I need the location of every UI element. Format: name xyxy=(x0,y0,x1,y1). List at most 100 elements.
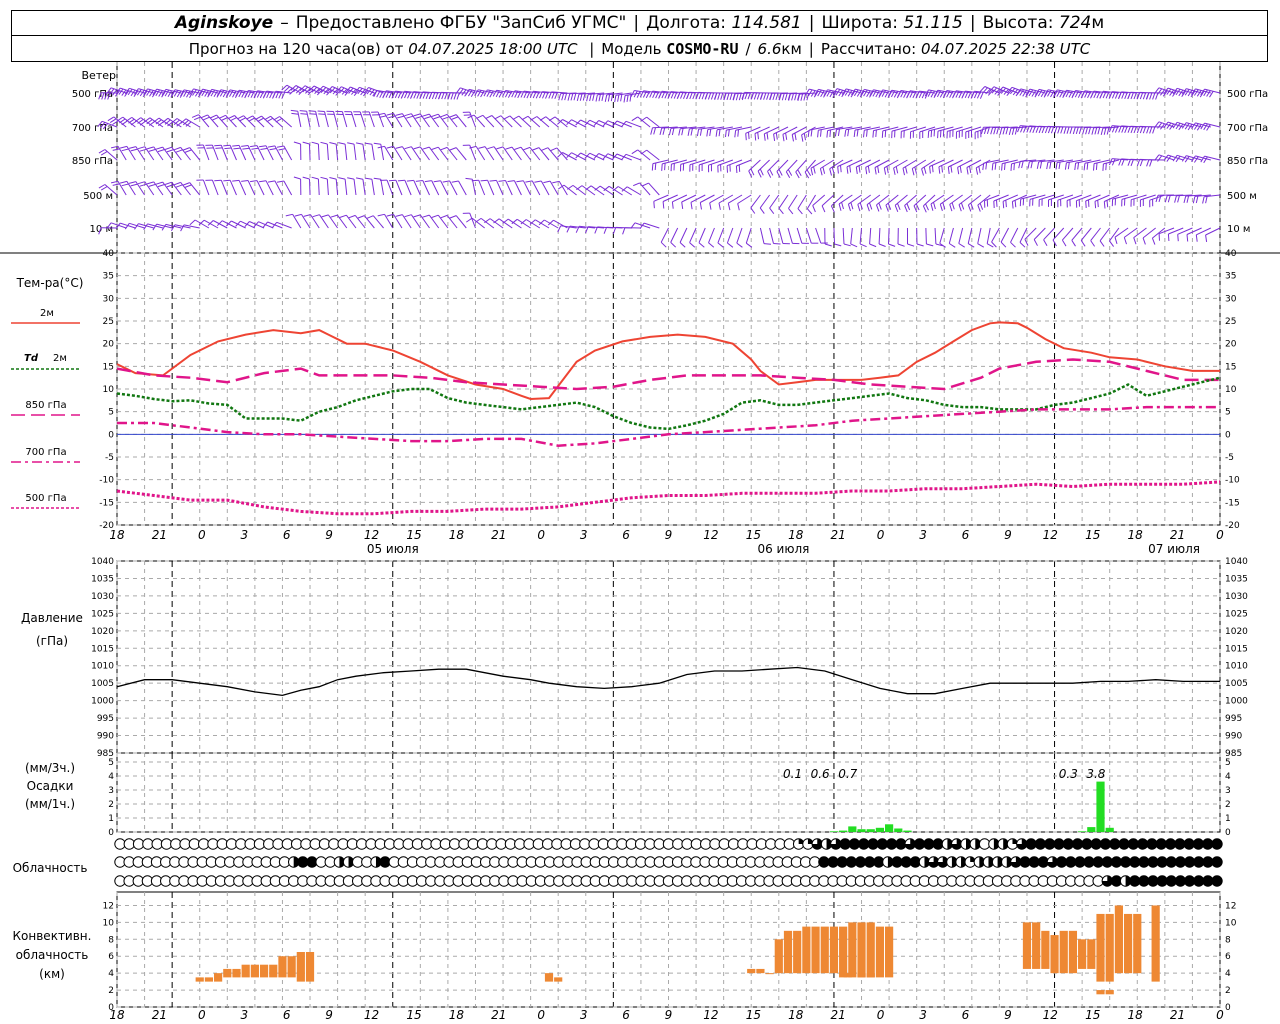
wind-barb-feather xyxy=(467,114,475,119)
wind-barb-feather xyxy=(1001,163,1003,171)
wind-barb-feather xyxy=(869,89,874,96)
wind-barb-feather xyxy=(283,86,290,92)
wind-barb-feather xyxy=(1057,126,1061,134)
pressure-ytick-left: 1025 xyxy=(91,609,114,619)
wind-barb-feather xyxy=(696,129,700,137)
wind-barb-feather xyxy=(291,112,299,115)
precip-label: 0.6 xyxy=(811,767,830,781)
wind-barb-shaft xyxy=(672,194,688,203)
wind-barb-feather xyxy=(915,203,920,211)
wind-barb-shaft xyxy=(455,114,467,128)
model-label: Модель xyxy=(601,39,662,58)
wind-barb-feather xyxy=(621,153,627,161)
wind-barb-feather xyxy=(813,166,816,174)
wind-barb-feather xyxy=(278,91,283,99)
wind-barb-feather xyxy=(449,215,457,219)
wind-barb-shaft xyxy=(335,179,339,196)
wind-barb-feather xyxy=(921,168,924,176)
wind-level-right: 500 м xyxy=(1227,191,1257,202)
pressure-ytick-left: 1030 xyxy=(91,592,114,602)
wind-barb-feather xyxy=(335,89,341,96)
wind-barb-feather xyxy=(146,146,154,150)
wind-barb-feather xyxy=(679,242,686,248)
wind-barb-feather xyxy=(441,92,445,100)
wind-barb-feather xyxy=(139,183,147,187)
wind-barb-feather xyxy=(495,90,500,98)
wind-barb-shaft xyxy=(563,184,577,196)
temp-xtick: 21 xyxy=(1170,528,1185,542)
wind-barb-shaft xyxy=(500,115,513,128)
wind-barb-feather xyxy=(216,91,221,98)
wind-barb-shaft xyxy=(842,227,845,245)
conv-bar xyxy=(305,952,315,982)
wind-barb-feather xyxy=(913,205,918,213)
wind-barb-shaft xyxy=(589,152,605,161)
wind-barb-feather xyxy=(1114,91,1119,99)
wind-barb-feather xyxy=(554,92,558,99)
wind-barb-feather xyxy=(311,176,319,180)
wind-barb-feather xyxy=(232,179,240,182)
wind-barb-shaft xyxy=(590,185,605,196)
temp-xtick: 9 xyxy=(1004,528,1012,542)
wind-barb-feather xyxy=(241,145,249,147)
wind-barb-feather xyxy=(498,91,503,98)
wind-barb-feather xyxy=(119,118,126,124)
wind-barb-feather xyxy=(1025,88,1031,96)
wind-barb-feather xyxy=(494,115,502,120)
wind-barb-feather xyxy=(1133,237,1137,245)
wind-barb-feather xyxy=(170,224,176,231)
wind-barb-feather xyxy=(502,218,509,224)
wind-barb-feather xyxy=(967,243,975,248)
wind-barb-feather xyxy=(810,129,813,137)
wind-barb-feather xyxy=(620,94,623,102)
wind-barb-feather xyxy=(1031,90,1037,97)
wind-barb-shaft xyxy=(484,146,495,161)
wind-barb-feather xyxy=(149,90,154,97)
wind-barb-feather xyxy=(803,133,806,141)
wind-barb-shaft xyxy=(203,219,219,229)
wind-barb-feather xyxy=(999,127,1003,135)
wind-barb-feather xyxy=(137,146,145,150)
wind-barb-feather xyxy=(856,129,859,137)
wind-barb-feather xyxy=(182,119,189,126)
wind-barb-feather xyxy=(586,94,589,102)
pressure-ytick-right: 1040 xyxy=(1225,557,1248,567)
wind-barb-feather xyxy=(158,90,163,97)
cloud-cell-fill xyxy=(293,856,299,868)
wind-barb-feather xyxy=(949,204,953,212)
alt-value: 724 xyxy=(1058,13,1092,33)
wind-barb-feather xyxy=(727,129,730,137)
precip-ytick-right: 0 xyxy=(1225,828,1231,838)
wind-barb-feather xyxy=(180,89,185,97)
wind-barb-feather xyxy=(173,181,181,186)
wind-barb-feather xyxy=(207,91,212,98)
wind-barb-shaft xyxy=(386,179,394,196)
temperature-panel xyxy=(11,321,1221,516)
wind-barb-feather xyxy=(1020,125,1024,133)
wind-barb-feather xyxy=(450,92,454,100)
wind-barb-feather xyxy=(805,88,810,96)
wind-barb-feather xyxy=(585,185,592,191)
wind-barb-feather xyxy=(1164,195,1168,203)
wind-barb-feather xyxy=(455,87,461,94)
wind-barb-feather xyxy=(810,90,816,97)
wind-barb-feather xyxy=(323,88,329,95)
wind-barb-feather xyxy=(377,145,385,149)
wind-barb-shaft xyxy=(274,145,283,161)
wind-barb-feather xyxy=(1133,126,1137,134)
wind-barb-feather xyxy=(121,148,129,152)
wind-barb-feather xyxy=(1006,90,1012,97)
cloud-cell-fill xyxy=(812,838,823,850)
conv-ytick-left: 2 xyxy=(108,986,114,996)
wind-barb-feather xyxy=(307,89,314,96)
conv-ytick-left: 10 xyxy=(103,918,115,928)
wind-barb-feather xyxy=(633,90,638,98)
temp-xtick: 3 xyxy=(919,528,927,542)
conv-title-2: облачность xyxy=(16,948,89,962)
wind-barb-feather xyxy=(189,91,194,99)
series-dash-line xyxy=(116,358,1220,391)
wind-barb-feather xyxy=(1142,237,1146,245)
wind-barb-feather xyxy=(844,89,850,96)
pressure-ytick-left: 990 xyxy=(97,732,114,742)
wind-barb-feather xyxy=(305,88,311,94)
